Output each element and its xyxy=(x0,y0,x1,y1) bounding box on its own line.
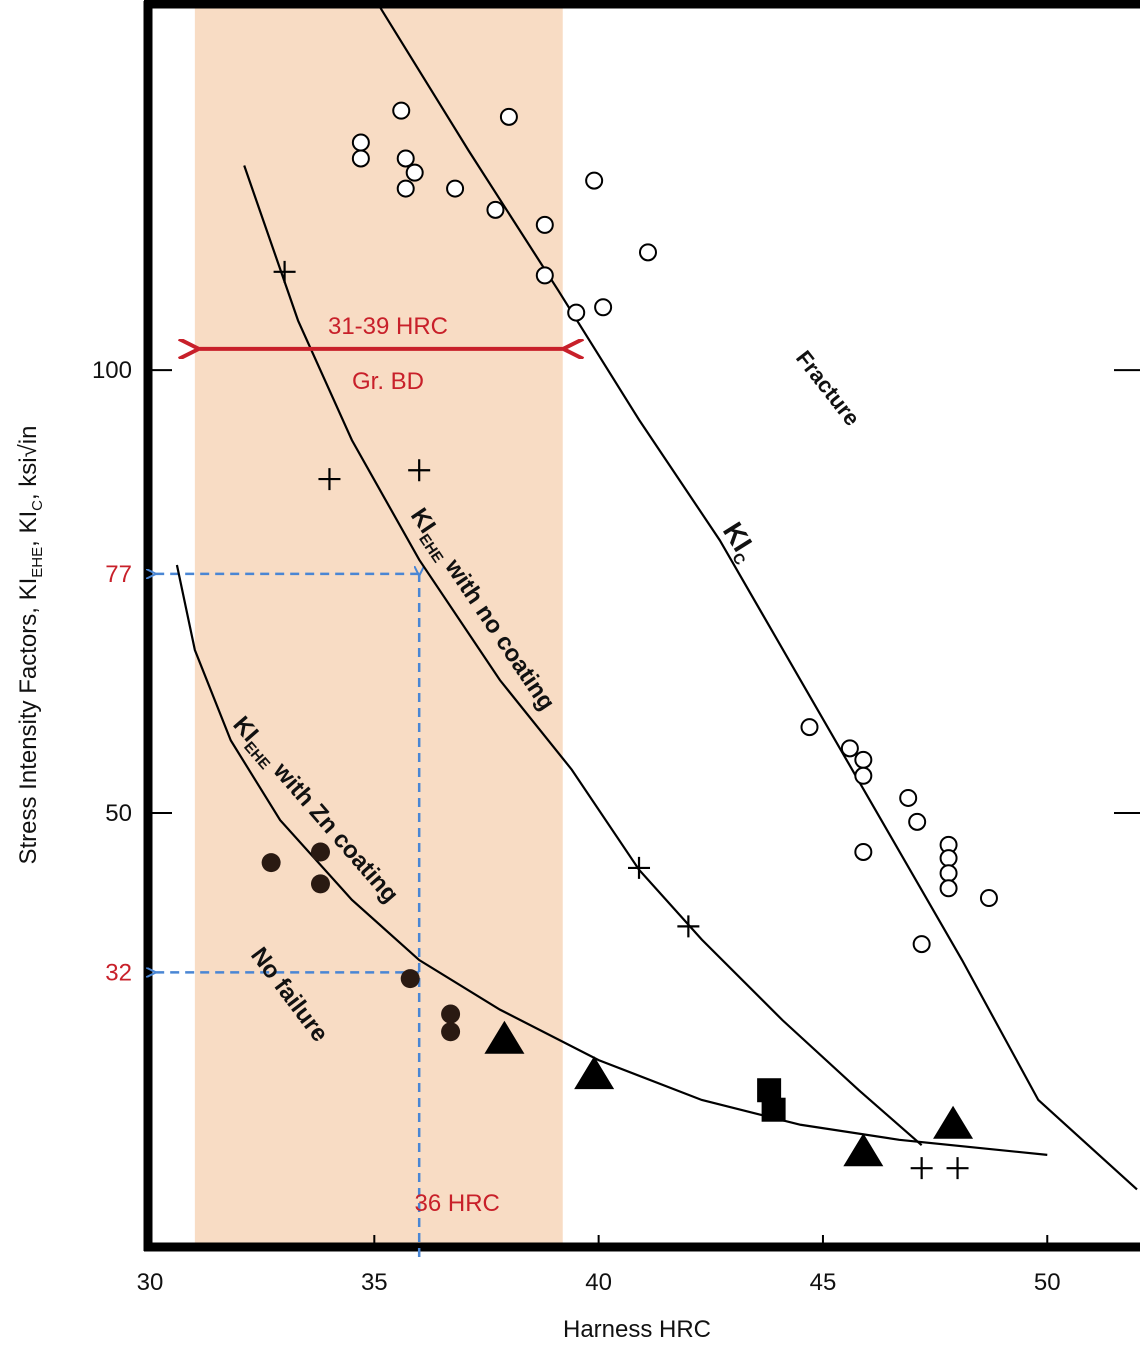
data-point xyxy=(499,107,518,126)
data-point xyxy=(400,969,420,989)
data-point xyxy=(318,468,341,491)
data-point xyxy=(628,856,651,879)
reference-y-label: 32 xyxy=(105,959,132,986)
text-part: , KI xyxy=(15,511,42,547)
y-tick-label: 50 xyxy=(105,800,132,827)
data-point xyxy=(486,200,505,219)
data-point xyxy=(261,853,281,873)
reference-y-label: 77 xyxy=(105,561,132,588)
data-point xyxy=(638,243,657,262)
range-label: 31-39 HRC xyxy=(328,313,448,340)
data-point xyxy=(535,266,554,285)
data-point xyxy=(854,766,873,785)
data-point xyxy=(484,1020,525,1054)
x-tick-label: 45 xyxy=(810,1269,837,1296)
y-tick-label: 100 xyxy=(92,357,132,384)
data-point xyxy=(594,298,613,317)
y-axis-label: Stress Intensity Factors, KIEHE, KIC, ks… xyxy=(15,426,46,865)
data-point xyxy=(351,149,370,168)
data-point xyxy=(946,1157,969,1180)
data-point xyxy=(396,149,415,168)
text-part: C xyxy=(29,500,46,511)
x-tick-label: 30 xyxy=(137,1269,164,1296)
range-sublabel: Gr. BD xyxy=(352,368,424,395)
text-part: Fracture xyxy=(791,346,865,431)
data-point xyxy=(535,215,554,234)
data-point xyxy=(761,1097,786,1122)
text-part: EHE xyxy=(29,547,46,578)
data-point xyxy=(677,915,700,938)
data-point xyxy=(933,1105,974,1139)
data-point xyxy=(408,459,431,482)
data-point xyxy=(939,849,958,868)
data-point xyxy=(405,163,424,182)
data-point xyxy=(574,1056,615,1090)
curve xyxy=(243,165,923,1146)
data-point xyxy=(912,935,931,954)
data-point xyxy=(396,179,415,198)
reference-x-label: 36 HRC xyxy=(415,1190,500,1217)
data-point xyxy=(854,750,873,769)
text-part: Stress Intensity Factors, KI xyxy=(15,578,42,865)
text-part: KI xyxy=(717,517,758,557)
data-point xyxy=(908,812,927,831)
data-point xyxy=(310,874,330,894)
data-point xyxy=(843,1133,884,1167)
data-point xyxy=(446,179,465,198)
data-point xyxy=(840,739,859,758)
data-point xyxy=(351,133,370,152)
x-tick-label: 40 xyxy=(585,1269,612,1296)
data-point xyxy=(441,1022,461,1042)
data-point xyxy=(979,889,998,908)
data-point xyxy=(939,879,958,898)
curve xyxy=(377,4,1138,1191)
curve xyxy=(175,564,1048,1156)
data-point xyxy=(910,1157,933,1180)
x-axis-label: Harness HRC xyxy=(563,1316,711,1343)
x-tick-label: 50 xyxy=(1034,1269,1061,1296)
data-point xyxy=(273,260,296,283)
data-point xyxy=(939,864,958,883)
text-part: , ksi√in xyxy=(15,426,42,501)
data-point xyxy=(441,1004,461,1024)
x-tick-label: 35 xyxy=(361,1269,388,1296)
data-point xyxy=(854,842,873,861)
data-point xyxy=(567,303,586,322)
data-point xyxy=(310,842,330,862)
annotation: Fracture xyxy=(791,346,865,431)
data-point xyxy=(800,718,819,737)
data-point xyxy=(899,788,918,807)
data-point xyxy=(392,101,411,120)
data-point xyxy=(585,171,604,190)
